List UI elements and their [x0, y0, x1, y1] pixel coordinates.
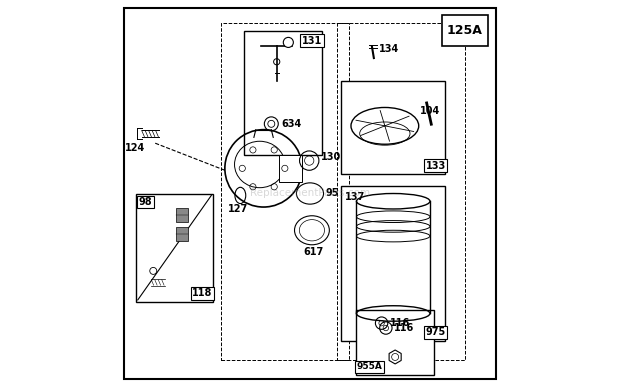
- Text: 125A: 125A: [447, 24, 483, 38]
- Bar: [441, 15, 488, 46]
- Bar: [177, 208, 188, 222]
- Text: 137: 137: [345, 192, 365, 202]
- Text: 134: 134: [379, 44, 399, 54]
- Text: 130: 130: [321, 152, 341, 162]
- Text: 118: 118: [192, 288, 213, 298]
- Text: 955A: 955A: [356, 362, 382, 372]
- Text: 104: 104: [420, 106, 441, 116]
- Bar: [356, 310, 434, 375]
- Text: 95: 95: [326, 188, 339, 199]
- Bar: [177, 227, 188, 241]
- Text: 617: 617: [304, 247, 324, 257]
- Bar: [279, 155, 303, 182]
- Bar: [136, 194, 213, 302]
- Text: 133: 133: [426, 161, 446, 171]
- Bar: [244, 31, 322, 155]
- Bar: [341, 81, 445, 174]
- Bar: [337, 23, 465, 360]
- Text: 98: 98: [139, 197, 153, 207]
- Text: 116: 116: [390, 318, 410, 328]
- Text: 127: 127: [228, 204, 249, 214]
- Text: 634: 634: [281, 119, 301, 129]
- Bar: [341, 186, 445, 341]
- Bar: [221, 23, 348, 360]
- Text: ReplacementParts.com: ReplacementParts.com: [250, 188, 370, 199]
- Text: 116: 116: [394, 323, 415, 333]
- Text: 124: 124: [125, 143, 145, 153]
- Text: 975: 975: [426, 327, 446, 337]
- Text: 131: 131: [302, 36, 322, 46]
- Circle shape: [283, 38, 293, 48]
